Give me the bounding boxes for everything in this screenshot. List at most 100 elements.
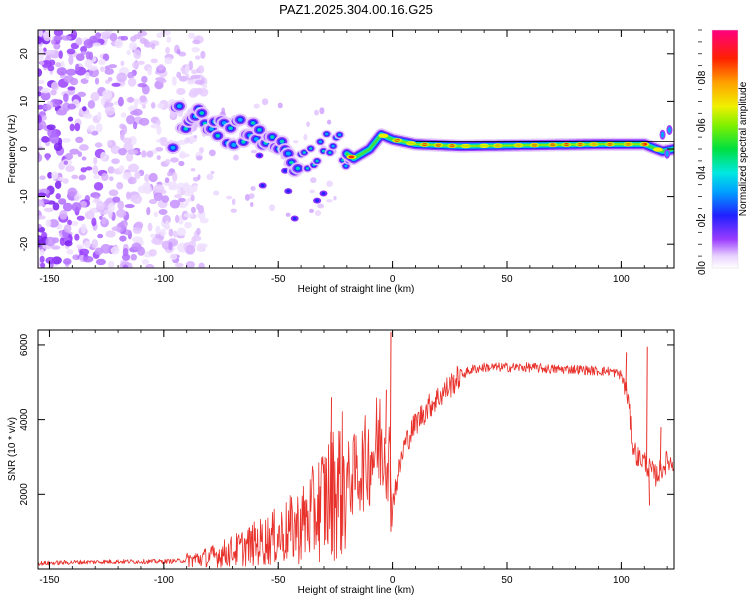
spectrogram-noise-blob	[43, 137, 51, 142]
spectrogram-ridge-blob	[321, 191, 326, 196]
spectrogram-noise-blob	[108, 189, 119, 197]
spectrogram-noise-blob	[190, 74, 201, 79]
spectrogram-ridge-blob	[253, 137, 259, 142]
spectrogram-noise-blob	[190, 168, 196, 172]
spectrogram-noise-blob	[132, 121, 138, 130]
spectrogram-y-tick-label: -10	[19, 189, 30, 204]
snr-x-tick-label: -150	[39, 575, 59, 586]
spectrogram-noise-blob	[253, 103, 260, 109]
spectrogram-noise-blob	[126, 262, 133, 268]
spectrogram-noise-blob	[171, 76, 177, 86]
spectrogram-ridge-blob	[286, 189, 291, 193]
spectrogram-noise-blob	[165, 46, 170, 55]
spectrogram-noise-blob	[40, 262, 46, 268]
spectrogram-noise-blob	[53, 30, 64, 37]
spectrogram-noise-blob	[77, 91, 87, 97]
spectrogram-noise-blob	[121, 124, 128, 135]
snr-spike	[659, 427, 662, 471]
spectrogram-noise-blob	[127, 71, 135, 79]
spectrogram-noise-blob	[53, 142, 63, 152]
spectrogram-noise-blob	[178, 160, 185, 167]
snr-spike	[646, 346, 648, 465]
spectrogram-noise-blob	[127, 149, 139, 155]
spectrogram-noise-blob	[194, 55, 201, 60]
snr-y-tick-label: 4000	[19, 408, 30, 431]
spectrogram-noise-blob	[182, 184, 191, 192]
spectrogram-noise-blob	[158, 64, 165, 71]
spectrogram-noise-blob	[66, 48, 76, 55]
spectrogram-noise-blob	[156, 119, 161, 126]
spectrogram-ridge-blob	[315, 199, 320, 203]
spectrogram-noise-blob	[292, 140, 299, 144]
spectrogram-noise-blob	[158, 78, 167, 84]
spectrogram-noise-blob	[226, 195, 233, 200]
spectrogram-noise-blob	[78, 174, 87, 181]
spectrogram-noise-blob	[176, 227, 187, 237]
spectrogram-noise-blob	[122, 264, 129, 268]
spectrogram-noise-blob	[63, 75, 75, 83]
spectrogram-noise-blob	[58, 198, 67, 205]
spectrogram-noise-blob	[56, 67, 67, 76]
spectrogram-noise-blob	[133, 98, 139, 108]
spectrogram-noise-blob	[102, 53, 110, 62]
spectrogram-noise-blob	[161, 195, 170, 203]
spectrogram-noise-blob	[172, 171, 178, 182]
spectrogram-noise-blob	[116, 208, 127, 218]
spectrogram-noise-blob	[137, 83, 148, 88]
spectrogram-noise-blob	[166, 36, 172, 43]
spectrogram-noise-blob	[153, 192, 163, 202]
spectrogram-noise-blob	[67, 103, 77, 110]
spectrogram-noise-blob	[104, 105, 115, 116]
spectrogram-hotspot	[348, 155, 355, 159]
spectrogram-noise-blob	[55, 193, 61, 200]
snr-panel: -150 -100 -50 0 50 100 2000 4000 6000 Height of…	[7, 329, 675, 596]
spectrogram-noise-blob	[188, 32, 195, 39]
spectrogram-noise-blob	[150, 102, 156, 109]
spectrogram-noise-blob	[116, 72, 127, 83]
spectrogram-noise-blob	[162, 214, 171, 225]
spectrogram-ridge-blob	[237, 117, 243, 122]
colorbar-tick-label: 0.0	[697, 261, 708, 275]
spectrogram-noise-blob	[65, 68, 77, 76]
colorbar-tick-label: 0.6	[697, 118, 708, 132]
spectrogram-noise-blob	[250, 149, 258, 154]
spectrogram-noise-blob	[177, 186, 182, 196]
spectrogram-noise-blob	[39, 175, 46, 181]
spectrogram-noise-blob	[179, 153, 190, 158]
spectrogram-noise-blob	[130, 253, 138, 261]
spectrogram-noise-blob	[174, 194, 182, 199]
spectrogram-noise-blob	[156, 103, 165, 109]
spectrogram-noise-blob	[310, 177, 317, 184]
spectrogram-noise-blob	[122, 137, 133, 144]
spectrogram-noise-blob	[63, 224, 72, 233]
spectrogram-noise-blob	[314, 210, 322, 217]
spectrogram-noise-blob	[49, 133, 60, 144]
spectrogram-noise-blob	[107, 260, 115, 268]
snr-x-label: Height of straight line (km)	[298, 585, 415, 596]
spectrogram-noise-blob	[179, 203, 187, 209]
spectrogram-noise-blob	[38, 114, 43, 124]
spectrogram-noise-blob	[63, 160, 69, 165]
spectrogram-noise-blob	[306, 121, 310, 127]
spectrogram-noise-blob	[67, 219, 72, 226]
spectrogram-x-tick-label: 50	[501, 274, 513, 285]
spectrogram-noise-blob	[45, 236, 56, 247]
spectrogram-noise-blob	[94, 142, 103, 148]
spectrogram-noise-blob	[54, 180, 62, 190]
spectrogram-y-ticks: -20 -10 0 10 20	[19, 48, 674, 251]
spectrogram-noise-blob	[130, 110, 139, 116]
spectrogram-noise-blob	[39, 61, 45, 66]
spectrogram-noise-blob	[80, 46, 88, 53]
spectrogram-noise-blob	[53, 35, 63, 42]
spectrogram-ridge-blob	[341, 159, 344, 161]
spectrogram-noise-blob	[120, 60, 125, 67]
snr-series-line	[38, 362, 674, 568]
spectrogram-x-tick-label: 100	[613, 274, 630, 285]
spectrogram-noise-blob	[111, 158, 120, 165]
spectrogram-noise-blob	[200, 50, 206, 59]
snr-spike	[648, 468, 651, 506]
spectrogram-noise-blob	[176, 87, 186, 96]
spectrogram-noise-blob	[45, 153, 50, 161]
spectrogram-ridge-blob	[303, 151, 306, 154]
spectrogram-ridge-blob	[170, 145, 176, 150]
